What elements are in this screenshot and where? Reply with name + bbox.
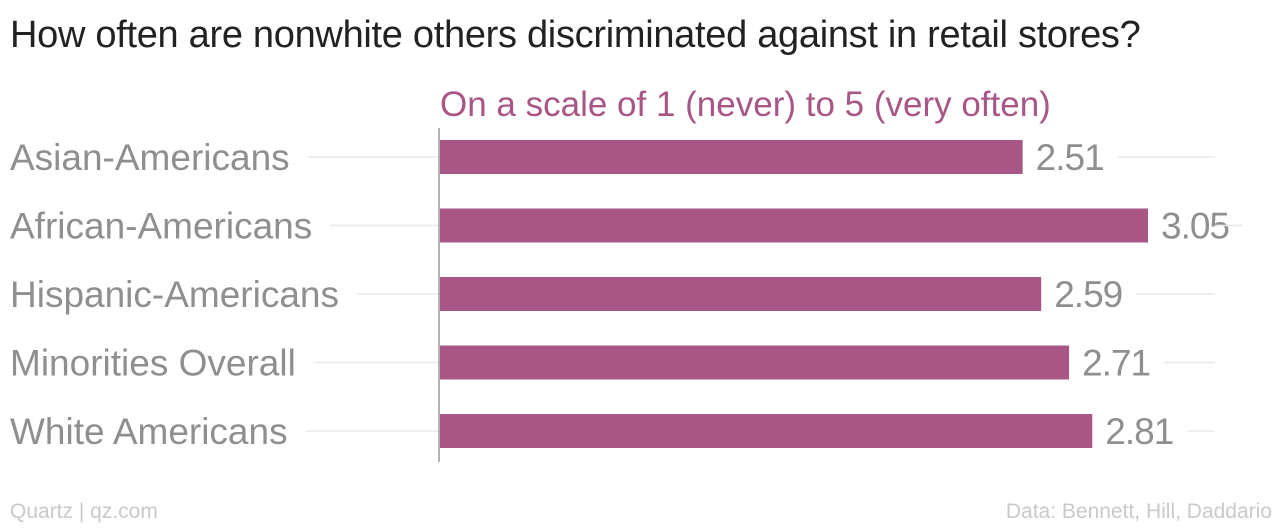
footer-source-right: Data: Bennett, Hill, Daddario bbox=[1005, 500, 1272, 523]
bar bbox=[440, 345, 1070, 380]
category-label: Minorities Overall bbox=[10, 343, 296, 384]
category-label: Asian-Americans bbox=[10, 137, 290, 178]
chart-subtitle: On a scale of 1 (never) to 5 (very often… bbox=[440, 85, 1051, 124]
category-label: Hispanic-Americans bbox=[10, 274, 339, 315]
bar bbox=[440, 277, 1042, 311]
category-label: White Americans bbox=[10, 411, 288, 452]
chart-title: How often are nonwhite others discrimina… bbox=[10, 14, 1141, 56]
bar bbox=[440, 208, 1148, 243]
value-label: 2.81 bbox=[1105, 411, 1173, 452]
value-label: 2.51 bbox=[1036, 137, 1104, 178]
category-label: African-Americans bbox=[10, 206, 312, 247]
footer-source-left: Quartz | qz.com bbox=[10, 500, 158, 523]
value-label: 2.59 bbox=[1054, 274, 1122, 315]
value-label: 2.71 bbox=[1082, 343, 1150, 384]
bar bbox=[440, 140, 1023, 174]
bar bbox=[440, 414, 1093, 448]
